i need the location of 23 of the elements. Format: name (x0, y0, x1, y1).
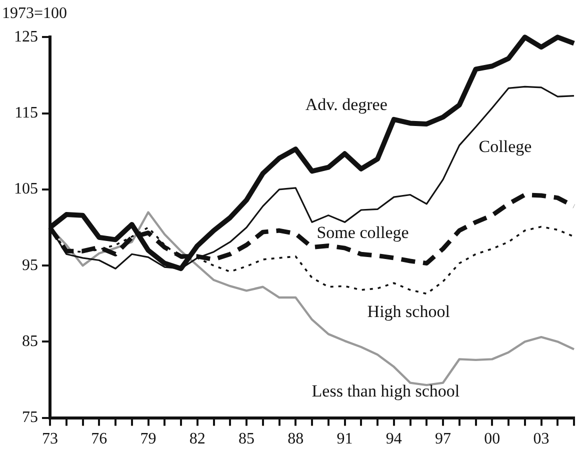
x-tick-label: 03 (533, 430, 550, 448)
y-tick-label: 105 (14, 180, 38, 198)
x-tick-label: 94 (386, 430, 402, 448)
x-tick-label: 88 (288, 430, 304, 448)
x-tick-label: 79 (140, 430, 156, 448)
x-tick-label: 97 (435, 430, 451, 448)
y-axis-title: 1973=100 (2, 4, 68, 22)
x-tick-label: 85 (238, 430, 254, 448)
series-label: College (478, 137, 532, 156)
y-tick-label: 85 (22, 332, 38, 350)
y-tick-label: 115 (14, 104, 38, 122)
x-tick-label: 73 (42, 430, 58, 448)
series-label: Adv. degree (305, 95, 388, 114)
x-tick-label: 82 (189, 430, 206, 448)
y-tick-label: 75 (22, 409, 38, 426)
x-tick-label: 76 (91, 430, 108, 448)
x-tick-label: 00 (484, 430, 500, 448)
series-label: Less than high school (312, 381, 460, 400)
x-tick-label: 91 (336, 430, 353, 448)
y-tick-label: 125 (14, 28, 38, 46)
series-label: High school (367, 302, 450, 322)
series-label: Some college (316, 223, 409, 242)
y-tick-label: 95 (22, 256, 38, 274)
